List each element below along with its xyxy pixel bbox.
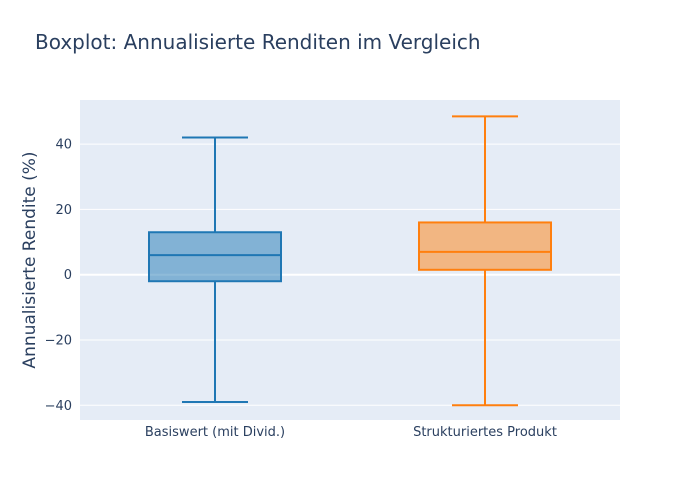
y-tick-label: 0	[64, 268, 72, 283]
box-series	[148, 115, 552, 407]
x-axis-ticks: Basiswert (mit Divid.) Strukturiertes Pro…	[145, 425, 557, 440]
x-tick-label: Strukturiertes Produkt	[413, 425, 557, 440]
chart-title: Boxplot: Annualisierte Renditen im Vergl…	[35, 30, 481, 54]
y-tick-label: 20	[55, 203, 72, 218]
y-axis-title: Annualisierte Rendite (%)	[20, 151, 40, 368]
y-tick-label: −40	[45, 399, 72, 414]
y-tick-label: −20	[45, 334, 72, 349]
box-1	[148, 136, 282, 404]
y-axis-ticks: −40 −20 0 20 40	[45, 138, 72, 414]
interquartile-box	[148, 231, 282, 283]
box-2	[418, 115, 552, 407]
x-tick-label: Basiswert (mit Divid.)	[145, 425, 285, 440]
interquartile-box	[418, 221, 552, 271]
y-tick-label: 40	[55, 138, 72, 153]
